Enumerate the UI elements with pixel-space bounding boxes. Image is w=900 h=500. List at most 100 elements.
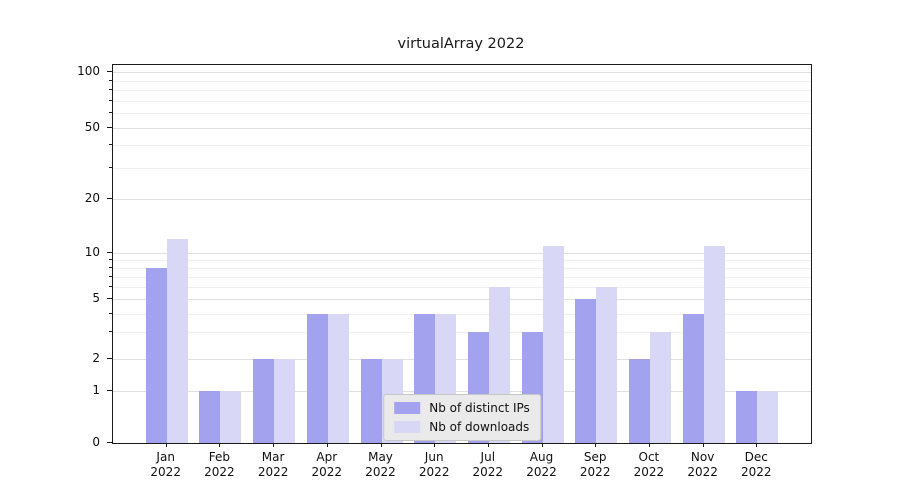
y-tick-minor-7 [109, 275, 112, 277]
x-tick-label-5: Jun 2022 [418, 450, 450, 479]
x-tick-label-4: May 2022 [365, 450, 396, 479]
gridline-minor-3 [113, 332, 811, 334]
y-tick-5 [107, 298, 112, 299]
y-tick-minor-6 [109, 285, 112, 287]
y-tick-minor-3 [109, 331, 112, 333]
y-tick-minor-8 [109, 266, 112, 268]
bar-downloads-dec-2022 [757, 391, 779, 443]
y-axis-tick-labels: 0 1 2 5 10 20 50 100 [0, 64, 100, 449]
x-tick-3 [326, 443, 328, 447]
y-axis-ticks [104, 64, 112, 443]
bar-distinct-ips-mar-2022 [253, 359, 275, 443]
x-tick-label-8: Sep 2022 [579, 450, 611, 479]
y-tick-label-0: 0 [92, 435, 100, 449]
legend-label-distinct-ips: Nb of distinct IPs [429, 401, 530, 415]
x-tick-label-10: Nov 2022 [687, 450, 718, 479]
y-tick-20 [107, 198, 112, 199]
bar-downloads-sep-2022 [596, 286, 618, 443]
y-tick-minor-90 [109, 79, 112, 81]
chart-title: virtualArray 2022 [397, 36, 525, 52]
y-tick-1 [107, 390, 112, 391]
x-tick-2 [273, 443, 275, 447]
bar-distinct-ips-feb-2022 [199, 391, 221, 443]
x-tick-6 [487, 443, 489, 447]
y-tick-minor-30 [109, 166, 112, 168]
x-axis-tick-labels: Jan 2022 Feb 2022 Mar 2022 Apr 2022 May 2022 Jun 20… [112, 450, 810, 486]
gridline-minor-4 [113, 313, 811, 315]
y-tick-50 [107, 127, 112, 128]
gridline-20 [113, 199, 811, 200]
x-tick-label-7: Aug 2022 [526, 450, 557, 479]
x-tick-label-2: Mar 2022 [257, 450, 289, 479]
x-tick-1 [219, 443, 221, 447]
y-tick-minor-80 [109, 89, 112, 90]
gridline-1 [113, 391, 811, 392]
bar-downloads-mar-2022 [274, 359, 296, 443]
x-tick-10 [702, 443, 704, 447]
gridline-minor-60 [113, 113, 811, 115]
bar-downloads-feb-2022 [220, 391, 242, 443]
x-tick-label-0: Jan 2022 [150, 450, 181, 479]
legend-item-distinct-ips: Nb of distinct IPs [394, 401, 530, 415]
x-tick-label-6: Jul 2022 [472, 450, 504, 479]
bar-distinct-ips-jan-2022 [145, 267, 167, 443]
x-tick-0 [165, 443, 167, 447]
y-tick-label-20: 20 [84, 191, 100, 205]
x-tick-label-1: Feb 2022 [204, 450, 235, 479]
legend: Nb of distinct IPs Nb of downloads [383, 394, 541, 441]
y-tick-minor-70 [109, 99, 112, 101]
gridline-50 [113, 128, 811, 129]
bar-downloads-oct-2022 [649, 332, 671, 443]
gridline-minor-80 [113, 90, 811, 91]
bar-distinct-ips-apr-2022 [306, 313, 328, 443]
y-tick-minor-60 [109, 112, 112, 114]
y-tick-label-5: 5 [92, 291, 100, 305]
bar-distinct-ips-dec-2022 [736, 391, 758, 443]
x-tick-5 [434, 443, 436, 447]
gridline-minor-9 [113, 260, 811, 261]
bar-downloads-aug-2022 [542, 245, 564, 443]
bar-distinct-ips-may-2022 [360, 359, 382, 443]
y-tick-minor-9 [109, 259, 112, 260]
legend-label-downloads: Nb of downloads [429, 420, 530, 434]
x-tick-label-9: Oct 2022 [633, 450, 665, 479]
plot-area: Nb of distinct IPs Nb of downloads [112, 64, 812, 444]
y-tick-0 [107, 442, 112, 443]
gridline-minor-90 [113, 80, 811, 82]
y-tick-100 [107, 71, 112, 72]
y-tick-10 [107, 252, 112, 253]
bar-distinct-ips-oct-2022 [628, 359, 650, 443]
legend-swatch-distinct-ips [394, 402, 421, 414]
bar-distinct-ips-nov-2022 [682, 313, 704, 443]
x-tick-label-3: Apr 2022 [311, 450, 343, 479]
legend-swatch-downloads [394, 421, 421, 433]
gridline-2 [113, 359, 811, 360]
gridline-100 [113, 72, 811, 73]
y-tick-label-2: 2 [92, 351, 100, 365]
bar-downloads-jan-2022 [166, 238, 188, 443]
x-tick-7 [541, 443, 543, 447]
gridline-minor-8 [113, 267, 811, 269]
gridline-minor-30 [113, 167, 811, 169]
gridline-5 [113, 299, 811, 300]
bar-downloads-apr-2022 [327, 313, 349, 443]
gridline-10 [113, 253, 811, 254]
y-tick-label-1: 1 [92, 383, 100, 397]
gridline-minor-7 [113, 276, 811, 278]
gridline-minor-40 [113, 145, 811, 147]
bar-distinct-ips-sep-2022 [575, 299, 597, 443]
x-tick-4 [380, 443, 382, 447]
y-tick-label-100: 100 [77, 64, 100, 78]
y-tick-minor-40 [109, 144, 112, 146]
y-tick-label-10: 10 [84, 245, 100, 259]
x-tick-9 [648, 443, 650, 447]
gridline-minor-6 [113, 286, 811, 288]
x-tick-label-11: Dec 2022 [741, 450, 772, 479]
y-tick-label-50: 50 [84, 120, 100, 134]
x-axis-ticks [112, 443, 810, 448]
y-tick-2 [107, 358, 112, 359]
legend-item-downloads: Nb of downloads [394, 420, 530, 434]
y-tick-minor-4 [109, 312, 112, 314]
x-tick-11 [756, 443, 758, 447]
